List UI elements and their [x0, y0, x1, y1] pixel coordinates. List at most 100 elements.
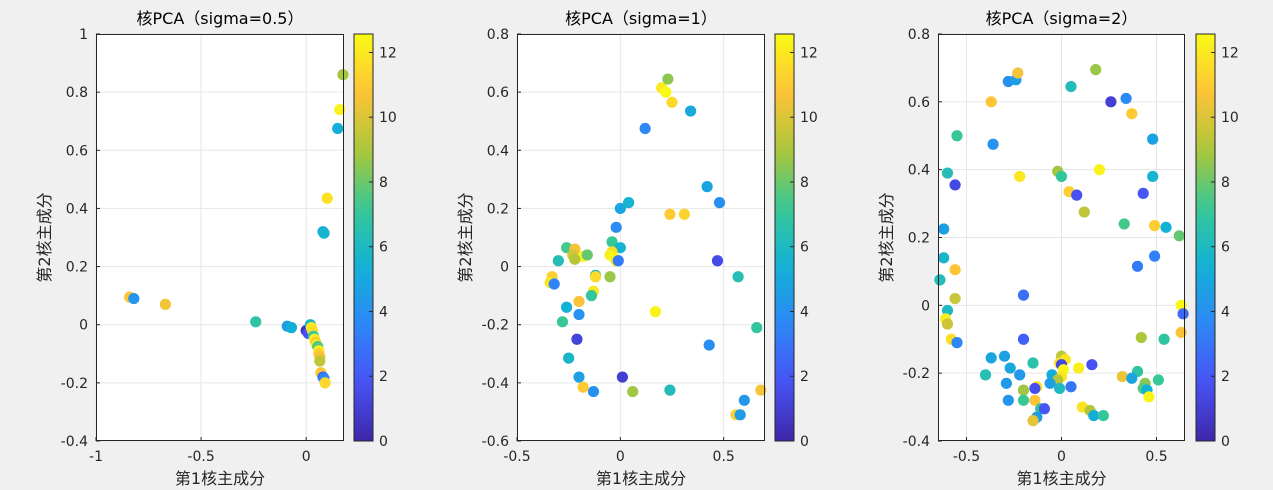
data-point [1027, 415, 1039, 427]
data-point [998, 350, 1011, 362]
data-point [285, 322, 298, 334]
y-tick-label: 1 [79, 27, 88, 43]
data-point [1065, 381, 1077, 393]
colorbar-tick-label: 0 [379, 434, 388, 450]
colorbar-tick-label: 4 [800, 304, 809, 320]
data-point [949, 264, 961, 276]
data-point [1137, 187, 1149, 200]
data-point [949, 292, 961, 305]
data-point [614, 202, 626, 215]
x-tick-label: 0 [1057, 449, 1066, 465]
data-point [1090, 64, 1102, 76]
data-point [573, 371, 585, 383]
data-point [1105, 96, 1117, 108]
data-point [250, 316, 262, 328]
data-point [1029, 394, 1041, 406]
data-point [334, 103, 346, 116]
data-point [1086, 359, 1098, 371]
colorbar: 0 2 4 6 8 10 12 [1195, 33, 1239, 450]
data-point [1073, 362, 1085, 374]
data-point [610, 221, 622, 233]
data-point [573, 295, 585, 308]
colorbar-tick-label: 2 [379, 369, 388, 385]
data-point [738, 394, 750, 406]
colorbar-gradient [1195, 33, 1216, 442]
y-tick-label: 0.8 [66, 85, 88, 101]
y-axis-label: 第2核主成分 [35, 192, 54, 282]
y-tick-label: 0.6 [908, 95, 930, 111]
colorbar-tick-label: 2 [1221, 369, 1230, 385]
data-point [985, 352, 997, 364]
y-tick-label: -0.4 [482, 376, 509, 392]
subplot-2: -0.5 0 0.5 -0.6 -0.4 -0.2 0 0.2 0.4 0.6 0.8 核PCA（si… [456, 9, 818, 488]
y-tick-label: 0.8 [487, 27, 509, 43]
colorbar: 0 2 4 6 8 10 12 [774, 33, 818, 450]
data-point [660, 86, 672, 98]
data-point [711, 255, 724, 267]
data-point [1149, 250, 1161, 262]
data-point [577, 381, 589, 393]
data-point [1071, 189, 1083, 201]
scatter-points [934, 64, 1189, 427]
x-tick-label: -0.5 [187, 449, 214, 465]
data-point [985, 96, 997, 108]
y-tick-label: 0 [500, 260, 509, 276]
colorbar-tick-label: 10 [800, 110, 818, 126]
colorbar: 0 2 4 6 8 10 12 [353, 33, 397, 450]
data-point [1004, 362, 1016, 374]
colorbar-tick-label: 8 [1221, 175, 1230, 191]
data-point [318, 227, 330, 239]
colorbar-tick-label: 6 [379, 240, 388, 256]
data-point [938, 223, 950, 235]
data-point [1027, 357, 1039, 369]
data-point [941, 167, 954, 179]
data-point [587, 385, 600, 398]
y-tick-label: -0.2 [903, 366, 930, 382]
data-point [713, 197, 726, 209]
data-point [1044, 377, 1056, 389]
y-tick-label: 0.6 [66, 143, 88, 159]
y-tick-label: 0.4 [908, 163, 930, 179]
data-point [332, 122, 344, 135]
colorbar-gradient [774, 33, 795, 442]
data-point [128, 292, 140, 305]
data-point [627, 385, 639, 398]
colorbar-tick-label: 8 [800, 175, 809, 191]
y-tick-label: 0.8 [908, 27, 930, 43]
x-tick-label: 0.5 [713, 449, 735, 465]
data-point [614, 242, 626, 254]
data-point [1149, 220, 1161, 232]
data-point [685, 105, 697, 117]
data-point [1054, 382, 1066, 395]
colorbar-tick-label: 6 [1221, 240, 1230, 256]
colorbar-tick-label: 4 [379, 304, 388, 320]
data-point [585, 290, 598, 302]
data-point [612, 255, 624, 267]
y-axis-label: 第2核主成分 [456, 192, 475, 282]
colorbar-tick-label: 0 [800, 434, 809, 450]
data-point [1012, 67, 1024, 79]
data-point [1014, 170, 1026, 183]
data-point [1118, 218, 1130, 230]
data-point [569, 253, 581, 265]
data-point [321, 192, 333, 204]
data-point [1126, 108, 1138, 120]
data-point [573, 308, 585, 321]
scatter-points [544, 73, 767, 421]
y-tick-label: 0.6 [487, 85, 509, 101]
data-point [649, 306, 662, 318]
data-point [1116, 370, 1128, 383]
data-point [1038, 403, 1050, 415]
y-tick-label: -0.6 [482, 434, 509, 450]
data-point [678, 208, 691, 220]
data-point [623, 197, 635, 209]
data-point [548, 278, 560, 290]
chart-title: 核PCA（sigma=1） [565, 9, 717, 28]
data-point [755, 384, 767, 396]
chart-title: 核PCA（sigma=0.5） [137, 9, 304, 28]
subplot-3: -0.5 0 0.5 -0.4 -0.2 0 0.2 0.4 0.6 0.8 核PCA（sigma=… [877, 9, 1239, 488]
data-point [616, 371, 629, 383]
x-axis-label: 第1核主成分 [596, 469, 686, 488]
axes-box [517, 34, 765, 441]
